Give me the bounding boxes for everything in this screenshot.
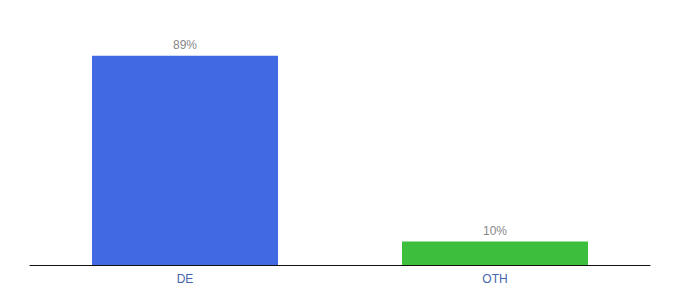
svg-text:OTH: OTH	[482, 272, 507, 286]
svg-text:89%: 89%	[173, 38, 197, 52]
svg-text:10%: 10%	[483, 224, 507, 238]
svg-text:DE: DE	[177, 272, 194, 286]
